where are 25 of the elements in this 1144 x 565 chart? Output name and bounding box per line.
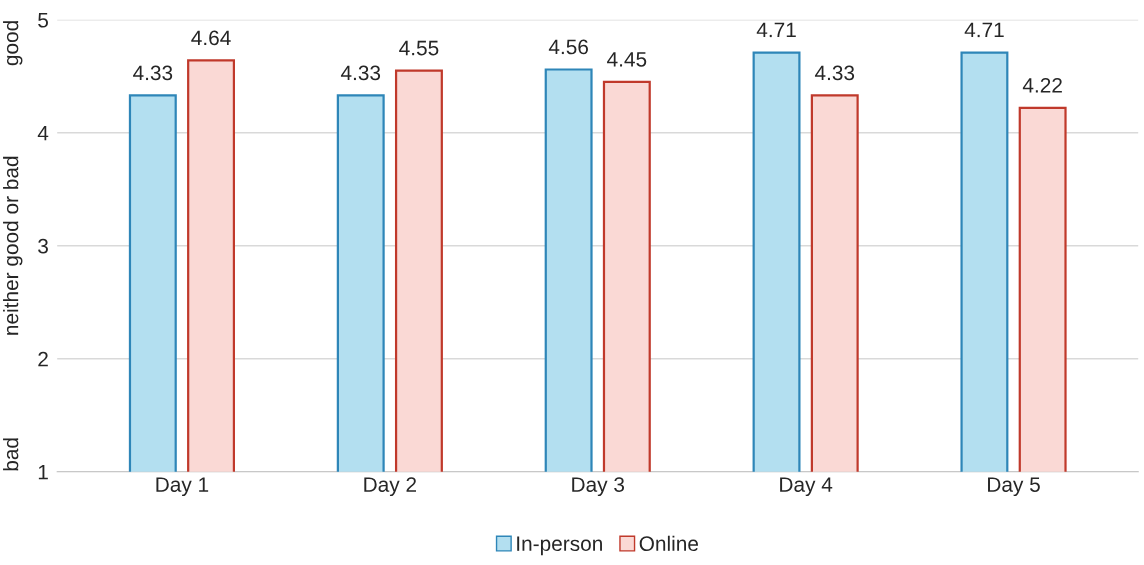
y-tick-label: 2 xyxy=(38,351,48,367)
data-label: 4.64 xyxy=(191,30,231,46)
y-tick-label: 5 xyxy=(38,12,48,28)
x-tick-label: Day 2 xyxy=(364,477,417,497)
y-tick-label: 3 xyxy=(38,238,48,254)
text: neither good or bad xyxy=(3,156,23,335)
x-tick-label: Day 4 xyxy=(780,477,833,497)
y-tick-label: 1 xyxy=(38,464,48,480)
legend-label: In-person xyxy=(517,536,602,556)
text: bad xyxy=(3,438,19,471)
legend-label: Online xyxy=(639,535,699,552)
text: good xyxy=(3,21,23,66)
data-label: 4.33 xyxy=(814,65,855,81)
data-label: 4.33 xyxy=(133,65,173,81)
data-label: 4.45 xyxy=(607,52,647,67)
data-label: 4.71 xyxy=(964,22,1004,38)
x-tick-label: Day 3 xyxy=(572,477,625,497)
data-label: 4.56 xyxy=(548,39,588,55)
data-label: 4.71 xyxy=(756,22,796,38)
data-label: 4.55 xyxy=(399,40,439,56)
data-label: 4.22 xyxy=(1022,77,1062,93)
x-tick-label: Day 5 xyxy=(988,477,1040,497)
x-tick-label: Day 1 xyxy=(156,477,209,497)
y-tick-label: 4 xyxy=(37,125,49,141)
data-label: 4.33 xyxy=(340,65,381,81)
